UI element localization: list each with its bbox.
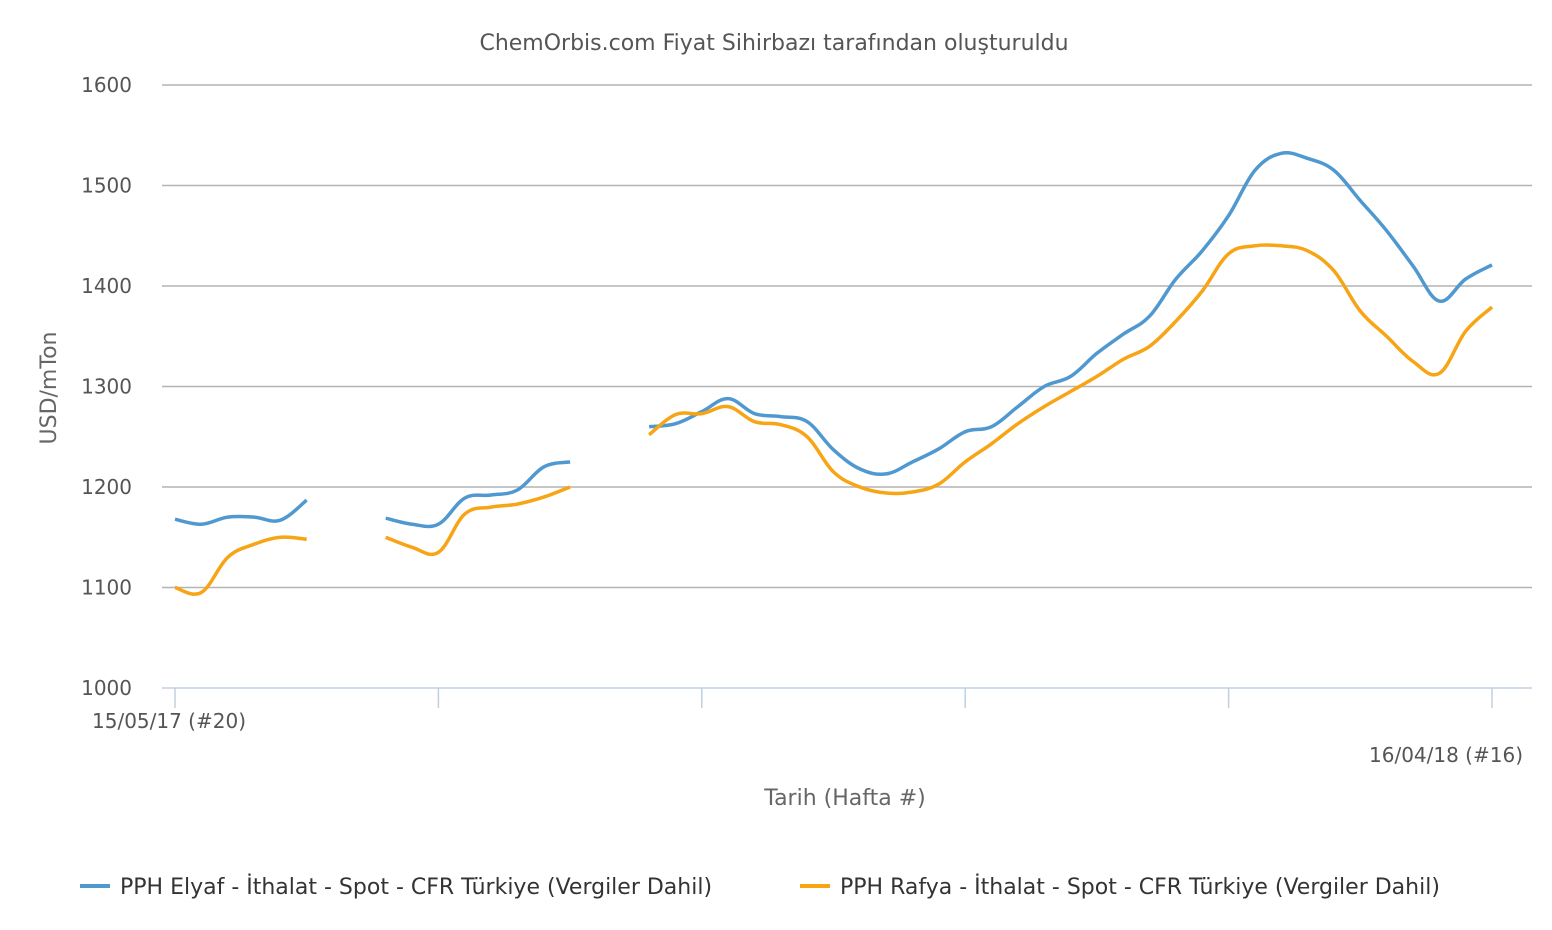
- legend-item-rafya[interactable]: PPH Rafya - İthalat - Spot - CFR Türkiye…: [800, 874, 1440, 900]
- y-tick-label: 1600: [81, 73, 132, 97]
- legend: PPH Elyaf - İthalat - Spot - CFR Türkiye…: [80, 874, 1440, 900]
- y-tick-label: 1000: [81, 676, 132, 700]
- series-line-1: [648, 243, 1494, 496]
- series-line-1: [174, 535, 307, 596]
- y-tick-label: 1500: [81, 174, 132, 198]
- y-tick-label: 1300: [81, 375, 132, 399]
- y-axis-title: USD/mTon: [37, 332, 62, 445]
- series-line-0: [385, 460, 571, 529]
- gridlines: [162, 84, 1532, 589]
- series-line-0: [174, 498, 308, 526]
- chart-title: ChemOrbis.com Fiyat Sihirbazı tarafından…: [479, 31, 1068, 56]
- series-lines: [174, 151, 1494, 596]
- y-tick-labels: 1000 1100 1200 1300 1400 1500 1600: [81, 73, 132, 700]
- y-tick-label: 1200: [81, 475, 132, 499]
- series-line-1: [385, 485, 571, 557]
- x-end-label: 16/04/18 (#16): [1369, 743, 1523, 767]
- legend-item-elyaf[interactable]: PPH Elyaf - İthalat - Spot - CFR Türkiye…: [80, 874, 712, 900]
- legend-label-elyaf: PPH Elyaf - İthalat - Spot - CFR Türkiye…: [120, 874, 712, 900]
- x-start-label: 15/05/17 (#20): [92, 709, 246, 733]
- series-line-0: [648, 151, 1493, 477]
- y-tick-label: 1100: [81, 576, 132, 600]
- x-axis: [162, 687, 1532, 708]
- x-axis-title: Tarih (Hafta #): [763, 786, 925, 811]
- legend-label-rafya: PPH Rafya - İthalat - Spot - CFR Türkiye…: [840, 874, 1440, 900]
- y-tick-label: 1400: [81, 274, 132, 298]
